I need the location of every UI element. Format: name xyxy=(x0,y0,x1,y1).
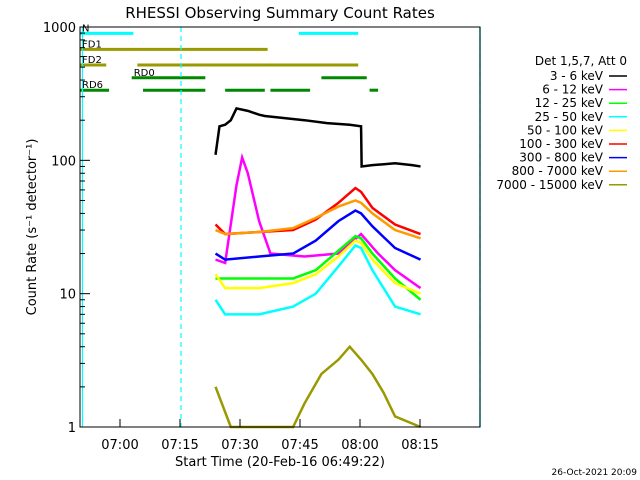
axes-layer: 07:00 07:15 07:30 07:45 08:00 08:15 1 10 100 1000 xyxy=(43,21,439,453)
chart-title: RHESSI Observing Summary Count Rates xyxy=(125,4,435,22)
flag-label: RD6 xyxy=(82,80,103,91)
legend-entry-label: 300 - 800 keV xyxy=(519,151,603,165)
x-tick-label: 07:15 xyxy=(161,438,198,453)
series-line xyxy=(214,239,422,295)
x-axis-label: Start Time (20-Feb-16 06:49:22) xyxy=(175,455,385,470)
series-line xyxy=(214,107,421,168)
flag-label: N xyxy=(82,23,89,34)
y-tick-label: 10 xyxy=(59,288,76,303)
legend-entry-label: 3 - 6 keV xyxy=(550,69,604,83)
vertical-markers-layer xyxy=(81,27,481,427)
legend-entry-label: 100 - 300 keV xyxy=(519,137,603,151)
series-layer xyxy=(214,107,422,429)
series-line xyxy=(214,243,421,316)
y-tick-label: 1 xyxy=(68,421,76,436)
x-tick-label: 07:45 xyxy=(281,438,318,453)
flag-label: FD1 xyxy=(82,39,102,50)
series-line xyxy=(215,199,421,240)
y-tick-label: 100 xyxy=(51,154,76,169)
flag-label: RD0 xyxy=(134,68,155,79)
legend-entry-label: 6 - 12 keV xyxy=(542,83,604,97)
legend-entry-label: 800 - 7000 keV xyxy=(512,164,604,178)
plot-frame xyxy=(79,26,481,428)
y-tick-label: 1000 xyxy=(43,21,76,36)
series-line xyxy=(214,209,422,261)
legend-entry-label: 50 - 100 keV xyxy=(527,123,604,137)
series-line xyxy=(214,344,422,429)
timestamp: 26-Oct-2021 20:09 xyxy=(552,468,638,478)
y-axis-label: Count Rate (s⁻¹ detector⁻¹) xyxy=(25,139,40,316)
flags-layer: N FD1 FD2 RD0 RD6 xyxy=(80,23,379,92)
legend-entry-label: 25 - 50 keV xyxy=(535,110,604,124)
legend-title: Det 1,5,7, Att 0 xyxy=(535,54,627,68)
x-tick-label: 07:00 xyxy=(101,438,138,453)
x-tick-label: 08:00 xyxy=(341,438,378,453)
series-line xyxy=(215,152,422,290)
legend-entry-label: 12 - 25 keV xyxy=(535,96,604,110)
legend-entry-label: 7000 - 15000 keV xyxy=(496,178,603,192)
series-line xyxy=(215,234,422,301)
flag-label: FD2 xyxy=(82,55,102,66)
x-tick-label: 08:15 xyxy=(401,438,438,453)
x-tick-label: 07:30 xyxy=(221,438,258,453)
